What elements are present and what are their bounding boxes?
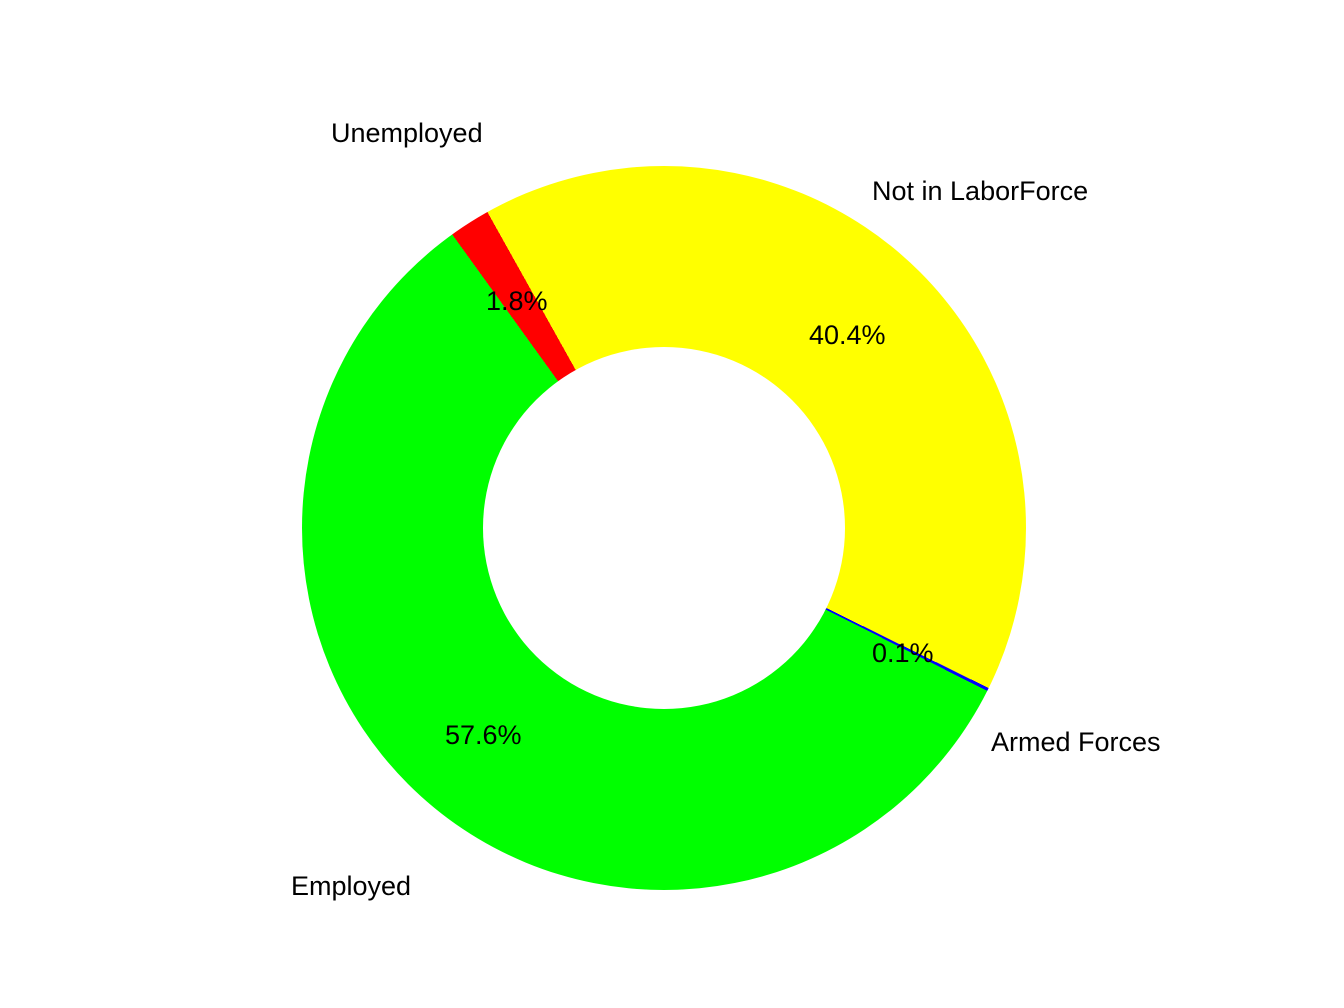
donut-hole bbox=[483, 347, 845, 709]
pct-unemployed: 1.8% bbox=[486, 286, 548, 316]
label-not-in-laborforce: Not in LaborForce bbox=[872, 176, 1089, 206]
pct-not-in-laborforce: 40.4% bbox=[809, 320, 886, 350]
label-armed-forces: Armed Forces bbox=[991, 727, 1161, 757]
label-employed: Employed bbox=[291, 871, 412, 901]
pct-employed: 57.6% bbox=[445, 720, 522, 750]
pct-armed-forces: 0.1% bbox=[872, 638, 934, 668]
label-unemployed: Unemployed bbox=[331, 118, 483, 148]
